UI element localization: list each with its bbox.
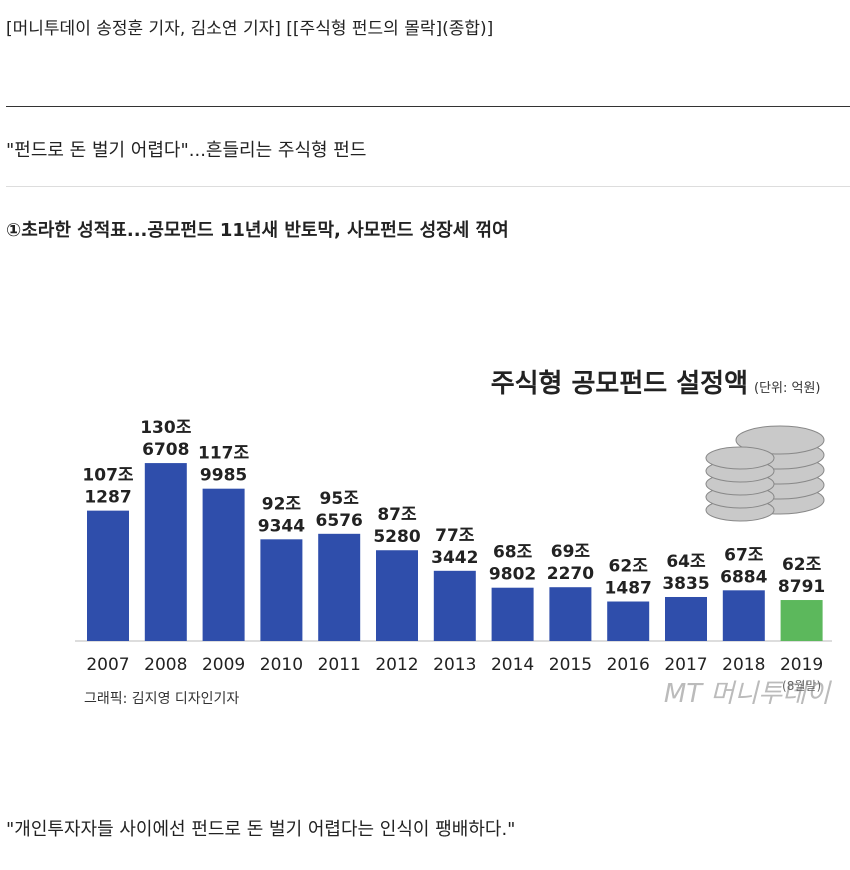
divider bbox=[6, 106, 850, 107]
value-label: 6708 bbox=[142, 440, 189, 460]
bar bbox=[376, 550, 418, 641]
value-label: 62조 bbox=[609, 557, 649, 577]
value-label: 69조 bbox=[551, 542, 591, 562]
bar bbox=[87, 510, 129, 641]
value-label: 87조 bbox=[377, 505, 417, 525]
value-label: 5280 bbox=[373, 527, 420, 547]
bar bbox=[607, 601, 650, 641]
x-tick-label: 2007 bbox=[86, 655, 129, 675]
value-label: 9802 bbox=[489, 565, 536, 585]
chart-title: 주식형 공모펀드 설정액 bbox=[491, 369, 748, 399]
x-tick-label: 2018 bbox=[722, 655, 765, 675]
bar bbox=[722, 590, 765, 641]
value-label: 62조 bbox=[782, 555, 822, 575]
x-tick-label: 2013 bbox=[433, 655, 476, 675]
value-label: 9344 bbox=[258, 516, 305, 536]
x-tick-label: 2019 bbox=[780, 655, 823, 675]
value-label: 117조 bbox=[198, 444, 249, 464]
x-tick-label: 2008 bbox=[144, 655, 187, 675]
value-label: 130조 bbox=[140, 418, 191, 438]
bar bbox=[780, 600, 823, 641]
category-note: (8월말) bbox=[782, 679, 821, 693]
value-label: 3442 bbox=[431, 548, 478, 568]
bar bbox=[202, 488, 245, 641]
bar bbox=[665, 596, 707, 641]
byline: [머니투데이 송정훈 기자, 김소연 기자] [[주식형 펀드의 몰락](종합)… bbox=[6, 19, 494, 39]
divider bbox=[6, 186, 850, 187]
x-tick-label: 2009 bbox=[202, 655, 245, 675]
value-label: 8791 bbox=[778, 577, 825, 597]
subtitle: "펀드로 돈 벌기 어렵다"...흔들리는 주식형 펀드 bbox=[6, 140, 367, 161]
quote: "개인투자자들 사이에선 펀드로 돈 벌기 어렵다는 인식이 팽배하다." bbox=[6, 819, 516, 840]
bar bbox=[260, 539, 303, 641]
chart-unit: (단위: 억원) bbox=[754, 381, 821, 396]
value-label: 1487 bbox=[605, 579, 652, 599]
x-tick-label: 2010 bbox=[260, 655, 303, 675]
value-label: 6884 bbox=[720, 567, 767, 587]
x-tick-label: 2012 bbox=[375, 655, 418, 675]
x-tick-label: 2017 bbox=[664, 655, 707, 675]
x-tick-label: 2011 bbox=[318, 655, 361, 675]
value-label: 2270 bbox=[547, 564, 594, 584]
watermark: MT 머니투데이 bbox=[664, 679, 832, 709]
section-heading: ①초라한 성적표...공모펀드 11년새 반토막, 사모펀드 성장세 꺾여 bbox=[6, 220, 509, 241]
value-label: 6576 bbox=[316, 511, 363, 531]
value-label: 95조 bbox=[320, 489, 360, 509]
x-tick-label: 2016 bbox=[607, 655, 650, 675]
value-label: 9985 bbox=[200, 466, 247, 486]
value-label: 3835 bbox=[662, 574, 709, 594]
value-label: 1287 bbox=[84, 488, 131, 508]
credit: 그래픽: 김지영 디자인기자 bbox=[84, 691, 239, 707]
value-label: 92조 bbox=[262, 494, 302, 514]
value-label: 107조 bbox=[82, 466, 133, 486]
bar bbox=[549, 587, 592, 641]
coins-illustration bbox=[705, 425, 825, 522]
bar bbox=[318, 533, 361, 641]
bar bbox=[433, 570, 476, 641]
value-label: 64조 bbox=[666, 552, 706, 572]
value-label: 68조 bbox=[493, 543, 533, 563]
x-tick-label: 2014 bbox=[491, 655, 534, 675]
bar bbox=[491, 587, 534, 641]
x-tick-label: 2015 bbox=[549, 655, 592, 675]
bar bbox=[144, 463, 187, 641]
value-label: 77조 bbox=[435, 526, 475, 546]
value-label: 67조 bbox=[724, 545, 764, 565]
